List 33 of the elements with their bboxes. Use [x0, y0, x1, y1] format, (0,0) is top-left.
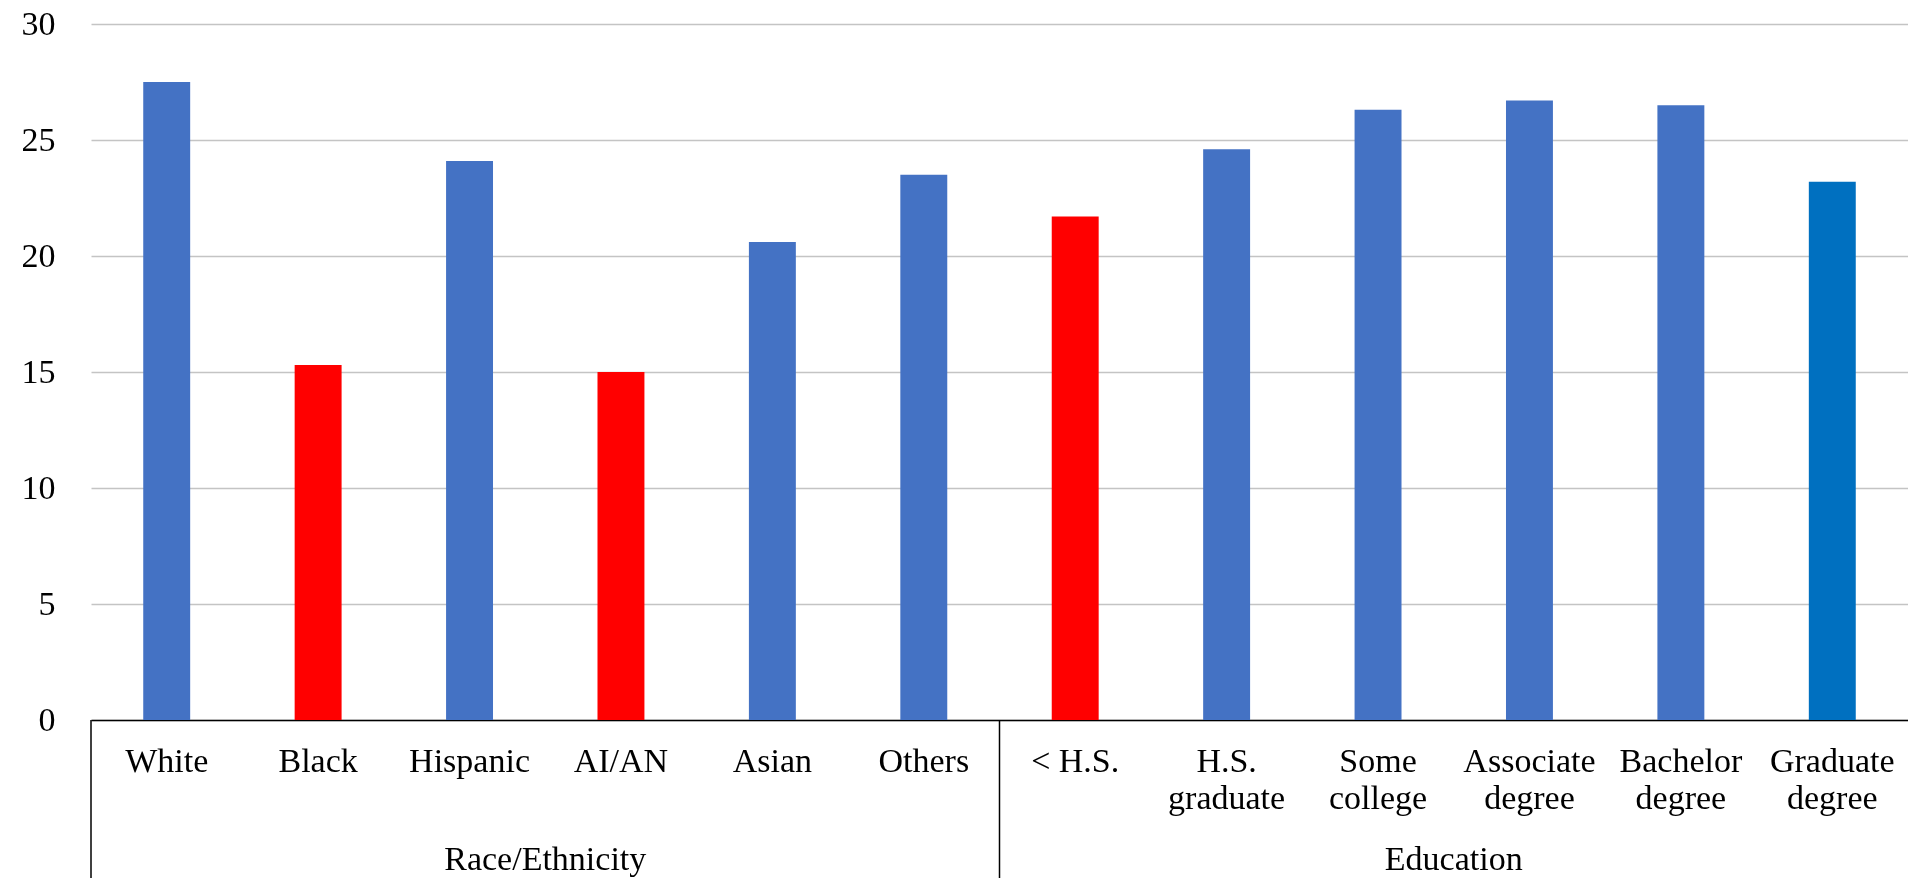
- bar: [1657, 105, 1705, 720]
- x-tick-label: Some college: [1328, 741, 1428, 816]
- bar: [446, 160, 494, 720]
- x-tick-label: Bachelor degree: [1619, 741, 1743, 816]
- x-tick-label: Others: [878, 741, 970, 779]
- bar: [1051, 216, 1099, 720]
- x-tick-label: Hispanic: [409, 741, 530, 779]
- bar: [1808, 181, 1856, 720]
- text: Education: [1384, 840, 1523, 877]
- x-tick-label: Asian: [732, 741, 813, 779]
- x-tick-label: < H.S.: [1031, 741, 1120, 779]
- x-tick-label: Associate degree: [1463, 741, 1596, 816]
- y-tick-label: 5: [38, 584, 56, 622]
- x-tick-label: Black: [278, 741, 358, 779]
- bar: [1203, 149, 1251, 720]
- bar: [294, 365, 342, 720]
- bar: [1505, 100, 1553, 720]
- bar: [900, 174, 948, 720]
- y-tick-label: 25: [21, 120, 56, 158]
- x-tick-label: White: [125, 741, 209, 779]
- x-tick-label: H.S. graduate: [1168, 741, 1286, 816]
- x-tick-label: Graduate degree: [1769, 741, 1895, 816]
- bar: [597, 372, 645, 720]
- bar: [748, 242, 796, 720]
- bar: [143, 82, 191, 720]
- text: Race/Ethnicity: [444, 840, 647, 877]
- y-tick-label: 10: [21, 468, 56, 506]
- y-tick-label: 20: [21, 236, 56, 274]
- y-tick-label: 0: [38, 700, 56, 738]
- y-tick-label: 30: [21, 4, 56, 42]
- y-tick-label: 15: [21, 352, 56, 390]
- x-tick-label: AI/AN: [573, 741, 669, 779]
- bar: [1354, 109, 1402, 720]
